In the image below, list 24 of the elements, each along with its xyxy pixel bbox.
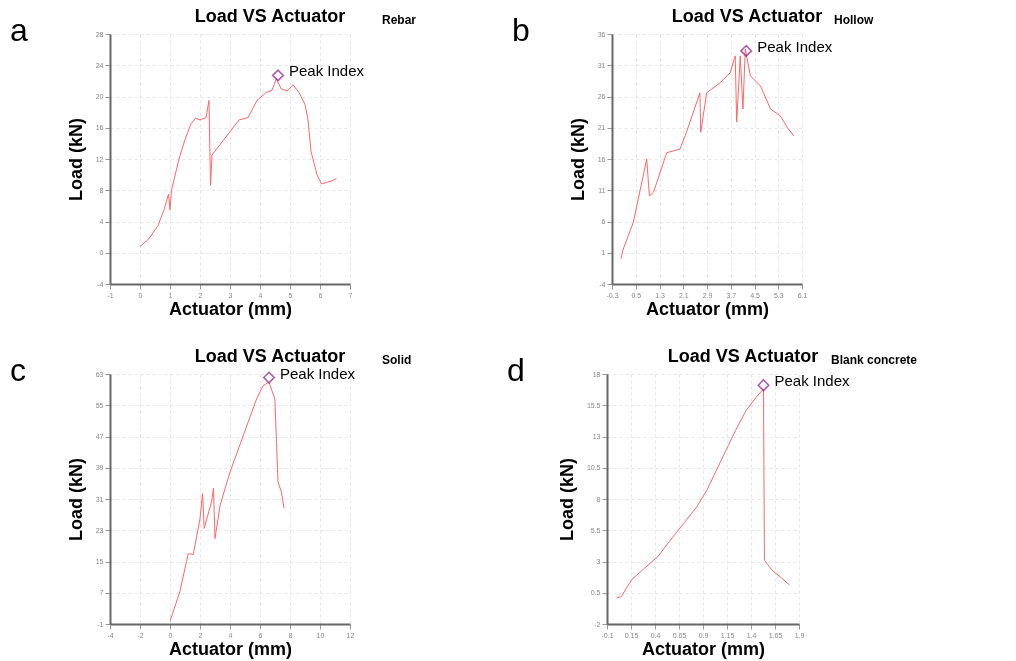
text: Blank concrete bbox=[831, 353, 918, 367]
chart-title: Load VS Actuator bbox=[667, 346, 819, 366]
annotation: Peak Index bbox=[774, 372, 851, 390]
text: c bbox=[10, 352, 26, 388]
annotation: Peak Index bbox=[757, 37, 833, 55]
y-axis-title: Load (kN) bbox=[65, 458, 86, 541]
chart-title: Load VS Actuator bbox=[194, 346, 346, 366]
annotation: Peak Index bbox=[280, 364, 356, 382]
annotation: Peak Index bbox=[289, 62, 365, 80]
y-axis-title: Load (kN) bbox=[65, 118, 86, 201]
text: Rebar bbox=[382, 13, 417, 27]
x-axis-title: Actuator (mm) bbox=[168, 638, 293, 659]
y-axis-title: Load (kN) bbox=[556, 458, 577, 541]
x-axis-title: Actuator (mm) bbox=[645, 298, 770, 319]
x-axis-title: Actuator (mm) bbox=[168, 298, 293, 319]
text: Solid bbox=[382, 353, 412, 367]
chart-title: Load VS Actuator bbox=[194, 6, 346, 26]
text: d bbox=[507, 352, 525, 388]
text: b bbox=[512, 12, 530, 48]
text: a bbox=[10, 12, 28, 48]
x-axis-title: Actuator (mm) bbox=[641, 638, 766, 659]
text: Hollow bbox=[834, 13, 874, 27]
y-axis-title: Load (kN) bbox=[567, 118, 588, 201]
chart-title: Load VS Actuator bbox=[671, 6, 823, 26]
